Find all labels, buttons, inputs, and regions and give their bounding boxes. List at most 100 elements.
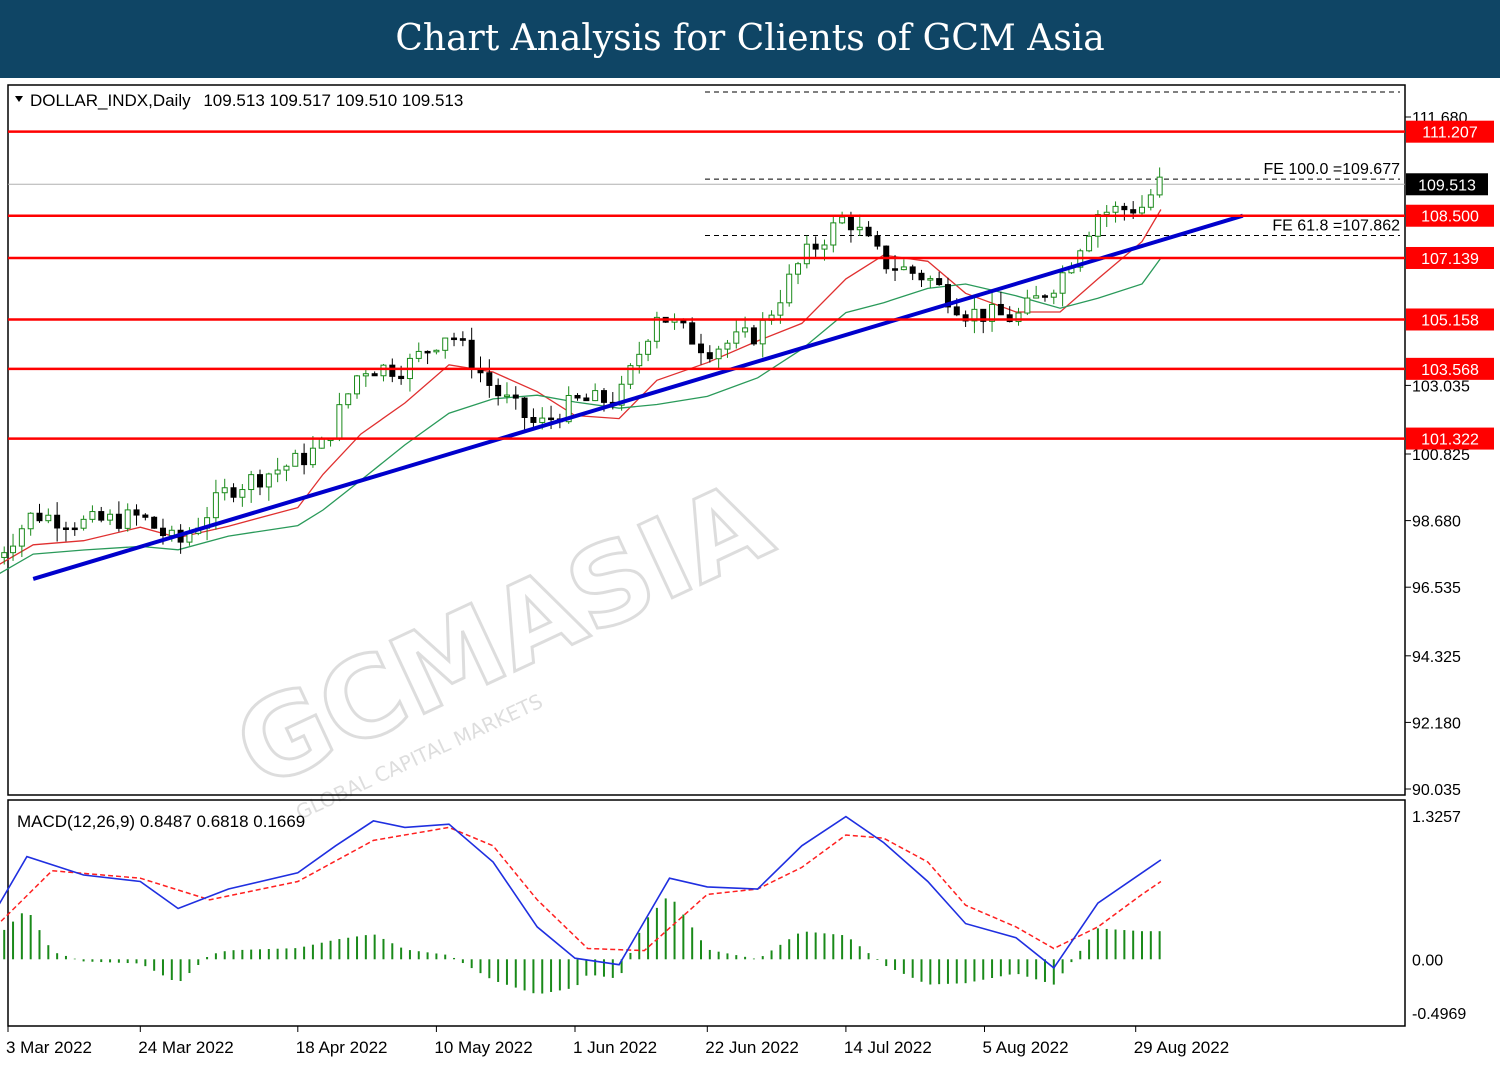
candle-body [107, 513, 114, 521]
candle-body [1, 552, 8, 558]
candle-body [874, 235, 881, 247]
candle-body [698, 343, 704, 354]
x-tick-label: 10 May 2022 [434, 1038, 532, 1057]
header-banner: Chart Analysis for Clients of GCM Asia [0, 0, 1500, 78]
candle-body [62, 527, 69, 530]
candle-body [795, 263, 802, 275]
candle-body [433, 349, 440, 353]
resistance-price-label: 105.158 [1421, 312, 1479, 329]
candle-body [159, 527, 166, 537]
candle-body [980, 308, 987, 322]
candle-body [830, 222, 837, 246]
candle-body [706, 352, 713, 360]
candle-body [1147, 194, 1154, 208]
candle-body [600, 390, 607, 403]
macd-main-line [0, 815, 1162, 970]
resistance-price-tag [1406, 357, 1494, 380]
candle-body [362, 373, 369, 377]
candle-body [248, 474, 255, 491]
candle-body [468, 339, 475, 370]
candle-body [265, 473, 272, 488]
candle-body [653, 316, 660, 342]
macd-tick-label: 1.3257 [1412, 809, 1461, 826]
fibonacci-label: FE 100.0 =109.677 [1263, 161, 1400, 178]
resistance-price-label: 101.322 [1421, 432, 1479, 449]
candle-body [583, 397, 590, 402]
resistance-price-tag [1406, 120, 1494, 143]
candle-body [10, 545, 17, 554]
candle-body [839, 216, 846, 224]
candle-body [530, 416, 537, 423]
resistance-price-label: 107.139 [1421, 251, 1479, 268]
current-price-label: 109.513 [1418, 177, 1476, 194]
candle-body [892, 268, 899, 271]
x-tick-label: 29 Aug 2022 [1134, 1038, 1229, 1057]
candle-body [750, 327, 757, 345]
candle-body [786, 273, 793, 304]
candle-body [900, 266, 907, 271]
x-tick-label: 1 Jun 2022 [573, 1038, 657, 1057]
symbol-info: DOLLAR_INDX,Daily 109.513 109.517 109.51… [30, 91, 463, 110]
symbol-dropdown-icon[interactable] [15, 96, 23, 102]
macd-signal-line [0, 826, 1162, 952]
candle-body [415, 350, 422, 359]
main-pane-frame [7, 84, 1406, 796]
candle-body [1024, 297, 1031, 314]
candle-body [1130, 209, 1137, 214]
candle-body [627, 365, 634, 385]
candle-body [212, 492, 219, 519]
candle-body [36, 512, 43, 522]
resistance-price-label: 103.568 [1421, 362, 1479, 379]
candle-body [803, 243, 810, 265]
candle-body [821, 244, 828, 250]
candle-body [724, 342, 731, 350]
candle-body [1059, 272, 1066, 294]
candle-body [292, 452, 299, 467]
candle-body [997, 303, 1004, 316]
candle-body [812, 243, 819, 250]
candle-body [777, 302, 784, 316]
candle-body [847, 216, 854, 231]
candle-body [1121, 205, 1128, 211]
candle-body [1086, 235, 1093, 252]
candle-body [918, 272, 925, 281]
x-tick-label: 22 Jun 2022 [705, 1038, 799, 1057]
fibonacci-label: FE 61.8 =107.862 [1272, 218, 1400, 235]
candle-body [1139, 206, 1145, 214]
candle-body [936, 278, 943, 286]
x-tick-label: 24 Mar 2022 [138, 1038, 233, 1057]
x-tick-label: 5 Aug 2022 [983, 1038, 1069, 1057]
x-tick-label: 3 Mar 2022 [6, 1038, 92, 1057]
y-tick-label: 100.825 [1412, 447, 1470, 464]
candle-body [1041, 295, 1048, 298]
candle-body [592, 390, 599, 402]
candle-body [759, 319, 766, 345]
candle-body [865, 226, 872, 237]
candle-body [18, 528, 25, 547]
resistance-price-tag [1406, 308, 1494, 331]
candle-body [309, 447, 316, 466]
candle-body [442, 337, 449, 351]
candle-body [80, 518, 87, 529]
candle-body [398, 375, 405, 380]
page-title: Chart Analysis for Clients of GCM Asia [395, 18, 1105, 59]
candle-body [715, 348, 722, 360]
candle-body [971, 308, 978, 322]
resistance-price-label: 108.500 [1421, 209, 1479, 226]
candle-body [274, 469, 281, 475]
candle-body [618, 383, 625, 406]
candle-body [1015, 312, 1022, 323]
x-tick-label: 18 Apr 2022 [296, 1038, 388, 1057]
candle-body [151, 516, 158, 529]
candle-body [962, 314, 969, 322]
y-tick-label: 96.535 [1412, 580, 1461, 597]
candle-body [953, 306, 960, 316]
candle-body [1050, 292, 1057, 298]
candle-body [512, 394, 519, 399]
moving-average-short [0, 209, 1162, 565]
candle-body [318, 438, 325, 449]
candle-body [856, 226, 863, 231]
y-tick-label: 103.035 [1412, 378, 1470, 395]
chart-area: GCMASIA GLOBAL CAPITAL MARKETS FE 100.0 … [0, 84, 1494, 1057]
candle-body [1103, 211, 1110, 216]
